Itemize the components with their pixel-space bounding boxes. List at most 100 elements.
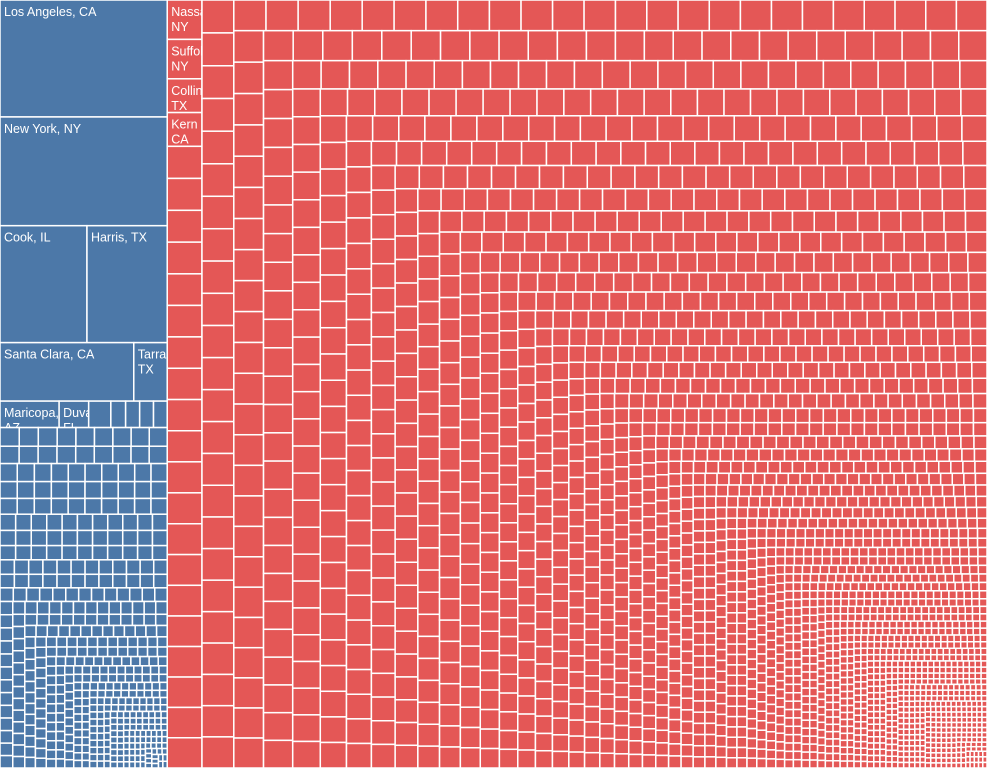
- tile-county-red-1352[interactable]: [726, 495, 739, 509]
- tile-county-red-2453[interactable]: [924, 705, 932, 713]
- tile-county-red-1887[interactable]: [824, 598, 834, 608]
- tile-county-red-2446[interactable]: [950, 700, 957, 708]
- tile-county-red-1727[interactable]: [783, 733, 795, 744]
- tile-county-red-1067[interactable]: [849, 421, 866, 437]
- tile-county-red-1962[interactable]: [913, 613, 923, 622]
- tile-county-red-2295[interactable]: [891, 720, 899, 728]
- tile-county-red-266[interactable]: [961, 115, 987, 143]
- tile-county-red-104[interactable]: [614, 29, 646, 62]
- tile-county-red-1186[interactable]: [667, 572, 682, 587]
- tile-county-red-2530[interactable]: [971, 721, 978, 729]
- tile-county-red-2101[interactable]: [920, 634, 929, 643]
- tile-county-red-1610[interactable]: [765, 712, 777, 724]
- tile-county-red-2247[interactable]: [944, 660, 953, 668]
- tile-county-red-1382[interactable]: [715, 572, 728, 586]
- tile-county-blue-425[interactable]: [135, 723, 144, 732]
- tile-county-red-2356[interactable]: [947, 683, 955, 691]
- tile-county-blue-373[interactable]: [96, 760, 105, 768]
- tile-county-red-1844[interactable]: [824, 590, 834, 600]
- tile-county-red-307[interactable]: [743, 140, 770, 167]
- tile-county-blue-130[interactable]: [0, 717, 14, 732]
- tile-county-red-1351[interactable]: [715, 495, 728, 509]
- tile-county-red-739[interactable]: [534, 645, 554, 665]
- tile-county-red-1294[interactable]: [692, 677, 706, 691]
- tile-county-blue-100[interactable]: [56, 573, 72, 589]
- tile-county-red-1558[interactable]: [756, 662, 768, 674]
- tile-county-red-2024[interactable]: [923, 620, 933, 629]
- tile-county-red-99[interactable]: [469, 29, 500, 62]
- tile-county-red-219[interactable]: [319, 168, 348, 197]
- tile-county-red-2183[interactable]: [973, 647, 982, 656]
- tile-county-red-453[interactable]: [682, 210, 706, 233]
- tile-county-red-1926[interactable]: [824, 738, 834, 747]
- tile-county-red-1133[interactable]: [655, 525, 670, 541]
- tile-county-red-40[interactable]: [201, 642, 235, 676]
- tile-county-red-288[interactable]: [345, 668, 373, 695]
- tile-county-red-1654[interactable]: [913, 555, 925, 567]
- tile-county-red-1383[interactable]: [715, 583, 728, 597]
- tile-county-red-901[interactable]: [629, 377, 647, 395]
- tile-county-blue-162[interactable]: [48, 613, 62, 627]
- tile-county-red-440[interactable]: [417, 723, 441, 747]
- tile-county-blue-111[interactable]: [38, 587, 54, 603]
- tile-county-red-1200[interactable]: [667, 743, 682, 757]
- tile-county-red-359[interactable]: [799, 164, 825, 190]
- tile-county-red-491[interactable]: [438, 746, 462, 768]
- tile-county-red-400[interactable]: [601, 187, 627, 212]
- tile-county-red-147[interactable]: [433, 59, 464, 90]
- tile-county-red-518[interactable]: [459, 272, 482, 296]
- tile-county-red-1114[interactable]: [815, 435, 831, 450]
- tile-county-red-704[interactable]: [693, 309, 712, 330]
- tile-county-red-1487[interactable]: [887, 517, 899, 530]
- tile-county-red-493[interactable]: [481, 231, 505, 254]
- tile-county-red-2426[interactable]: [914, 750, 921, 758]
- tile-county-red-2250[interactable]: [962, 660, 971, 668]
- tile-county-red-1754[interactable]: [792, 581, 803, 592]
- tile-county-red-1463[interactable]: [736, 664, 748, 677]
- tile-county-red-498[interactable]: [587, 231, 611, 254]
- tile-county-red-1710[interactable]: [783, 590, 795, 601]
- tile-county-red-1584[interactable]: [910, 537, 922, 549]
- tile-county-red-1306[interactable]: [749, 484, 763, 498]
- tile-county-red-270[interactable]: [345, 217, 373, 245]
- tile-county-red-2357[interactable]: [953, 683, 961, 691]
- tile-county-red-2537[interactable]: [945, 747, 953, 754]
- tile-county-blue-116[interactable]: [103, 587, 118, 603]
- tile-county-red-956[interactable]: [701, 392, 717, 410]
- tile-county-red-1300[interactable]: [692, 744, 706, 758]
- tile-county-red-610[interactable]: [819, 271, 840, 293]
- tile-county-red-416[interactable]: [963, 187, 987, 212]
- tile-county-red-993[interactable]: [613, 653, 630, 670]
- tile-county-red-1696[interactable]: [881, 564, 892, 575]
- tile-county-red-337[interactable]: [370, 648, 396, 675]
- tile-county-red-2335[interactable]: [897, 694, 905, 703]
- tile-county-red-2171[interactable]: [898, 647, 907, 656]
- tile-county-blue-137[interactable]: [48, 600, 63, 616]
- tile-county-red-1763[interactable]: [792, 658, 803, 669]
- tile-county-red-1407[interactable]: [799, 506, 812, 519]
- tile-county-red-860[interactable]: [771, 361, 789, 379]
- tile-county-red-687[interactable]: [517, 622, 537, 643]
- tile-county-red-501[interactable]: [651, 231, 675, 254]
- tile-county-red-1372[interactable]: [943, 495, 956, 509]
- tile-county-red-1830[interactable]: [808, 663, 819, 673]
- tile-county-red-2434[interactable]: [919, 728, 926, 736]
- tile-county-red-1549[interactable]: [756, 576, 768, 588]
- tile-county-red-2233[interactable]: [879, 742, 887, 751]
- tile-county-red-890[interactable]: [583, 628, 601, 646]
- tile-county-red-1557[interactable]: [756, 653, 768, 665]
- tile-county-blue-405[interactable]: [147, 710, 156, 719]
- tile-county-red-2168[interactable]: [879, 647, 888, 656]
- tile-county-red-894[interactable]: [583, 690, 601, 708]
- tile-county-red-959[interactable]: [744, 392, 761, 410]
- tile-county-red-2304[interactable]: [903, 672, 911, 680]
- tile-county-blue-163[interactable]: [60, 613, 75, 627]
- tile-county-red-1653[interactable]: [904, 555, 916, 567]
- tile-county-red-1429[interactable]: [725, 559, 738, 572]
- tile-county-blue-406[interactable]: [154, 710, 162, 719]
- tile-county-red-2328[interactable]: [956, 678, 965, 686]
- tile-county-red-682[interactable]: [517, 531, 537, 552]
- tile-county-red-277[interactable]: [345, 394, 373, 422]
- tile-county-red-2119[interactable]: [913, 641, 922, 650]
- tile-county-red-43[interactable]: [201, 736, 235, 768]
